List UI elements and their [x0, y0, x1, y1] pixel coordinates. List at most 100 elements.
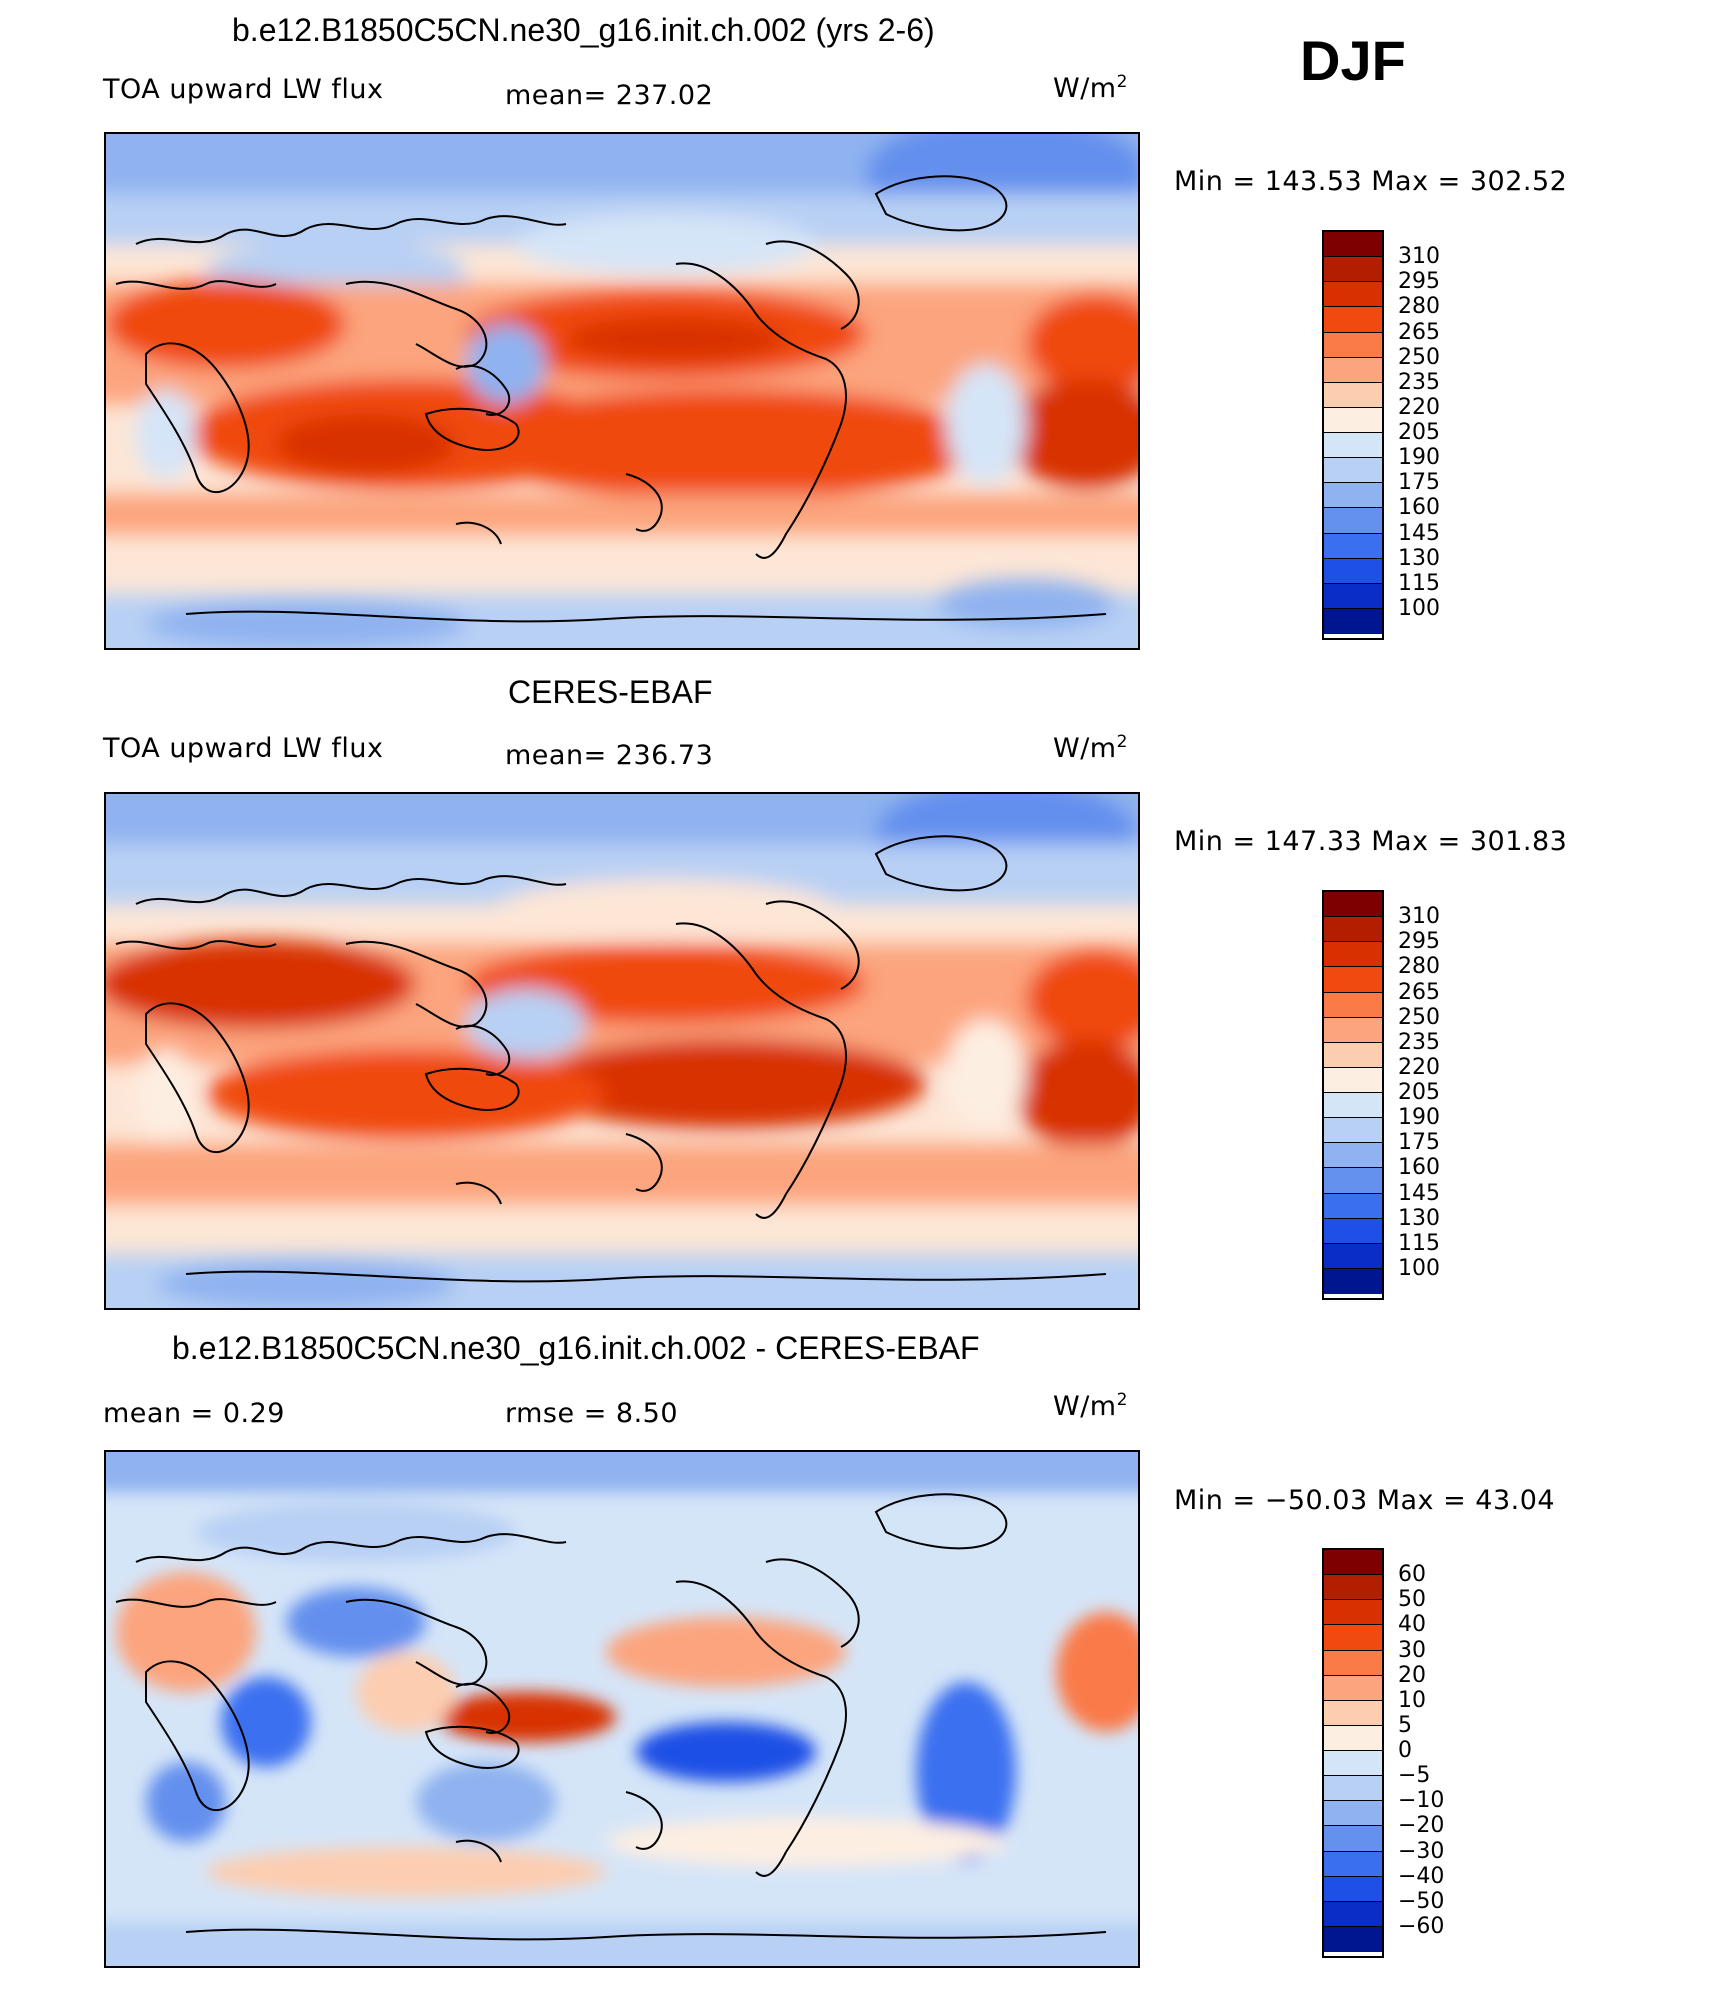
colorbar-tick-label: 5: [1398, 1712, 1412, 1738]
colorbar-tick-label: 100: [1398, 1255, 1440, 1281]
minmax-label: Min = 147.33 Max = 301.83: [1174, 826, 1568, 857]
colorbar-tick-label: 145: [1398, 520, 1440, 546]
colorbar-box: [1324, 1243, 1382, 1269]
colorbar-tick-label: 10: [1398, 1687, 1426, 1713]
colorbar-box: [1324, 892, 1382, 918]
colorbar-box: [1324, 1751, 1382, 1777]
colorbar-tick-label: 115: [1398, 1230, 1440, 1256]
colorbar-box: [1324, 608, 1382, 634]
colorbar-box: [1324, 282, 1382, 308]
colorbar-box: [1324, 407, 1382, 433]
variable-label: TOA upward LW flux: [103, 733, 384, 764]
colorbar-tick-label: 190: [1398, 445, 1440, 471]
colorbar-box: [1324, 1193, 1382, 1219]
colorbar-tick-label: 40: [1398, 1612, 1426, 1638]
colorbar-box: [1324, 1725, 1382, 1751]
colorbar-box: [1324, 992, 1382, 1018]
mean-label: mean= 237.02: [505, 80, 714, 111]
colorbar-box: [1324, 1675, 1382, 1701]
colorbar-box: [1324, 232, 1382, 258]
colorbar-tick-label: −20: [1398, 1813, 1445, 1839]
colorbar-box: [1324, 917, 1382, 943]
colorbar-tick-label: 205: [1398, 420, 1440, 445]
colorbar-tick-label: 130: [1398, 1205, 1440, 1231]
colorbar-tick-label: −30: [1398, 1838, 1445, 1864]
colorbar: [1322, 1548, 1384, 1958]
map-model: [104, 132, 1140, 650]
colorbar-tick-label: 60: [1398, 1562, 1426, 1588]
colorbar-tick-label: 235: [1398, 1029, 1440, 1055]
colorbar-tick-label: −10: [1398, 1788, 1445, 1814]
colorbar-box: [1324, 307, 1382, 333]
colorbar-box: [1324, 1876, 1382, 1902]
colorbar: [1322, 890, 1384, 1300]
colorbar-box: [1324, 1042, 1382, 1068]
colorbar-tick-label: 250: [1398, 1004, 1440, 1030]
colorbar-tick-label: 295: [1398, 929, 1440, 955]
colorbar-box: [1324, 357, 1382, 383]
colorbar-box: [1324, 1801, 1382, 1827]
colorbar-box: [1324, 583, 1382, 609]
colorbar-tick-label: 160: [1398, 1155, 1440, 1181]
colorbar-box: [1324, 558, 1382, 584]
minmax-label: Min = −50.03 Max = 43.04: [1174, 1485, 1556, 1516]
season-label: DJF: [1300, 29, 1406, 92]
mean-label: mean= 236.73: [505, 740, 714, 771]
colorbar-tick-label: 50: [1398, 1587, 1426, 1613]
variable-label: TOA upward LW flux: [103, 74, 384, 105]
colorbar-tick-label: 220: [1398, 394, 1440, 420]
colorbar-tick-label: −50: [1398, 1888, 1445, 1914]
colorbar-tick-label: −40: [1398, 1863, 1445, 1889]
colorbar-box: [1324, 1093, 1382, 1119]
panel-title: b.e12.B1850C5CN.ne30_g16.init.ch.002 - C…: [172, 1330, 980, 1366]
colorbar-box: [1324, 332, 1382, 358]
colorbar-box: [1324, 1118, 1382, 1144]
colorbar-box: [1324, 1700, 1382, 1726]
units-label: W/m2: [1053, 1390, 1128, 1422]
colorbar-tick-label: 295: [1398, 269, 1440, 295]
colorbar-tick-label: 280: [1398, 294, 1440, 320]
colorbar-box: [1324, 458, 1382, 484]
colorbar-box: [1324, 1575, 1382, 1601]
colorbar-box: [1324, 1826, 1382, 1852]
colorbar-tick-label: 310: [1398, 244, 1440, 270]
colorbar-tick-label: 235: [1398, 369, 1440, 395]
colorbar-box: [1324, 1168, 1382, 1194]
colorbar-tick-label: 175: [1398, 1130, 1440, 1156]
colorbar-tick-label: 115: [1398, 570, 1440, 596]
colorbar-tick-label: 0: [1398, 1738, 1412, 1763]
colorbar-tick-label: 310: [1398, 904, 1440, 930]
colorbar-box: [1324, 1776, 1382, 1802]
colorbar-tick-label: 190: [1398, 1105, 1440, 1131]
minmax-label: Min = 143.53 Max = 302.52: [1174, 166, 1568, 197]
colorbar-tick-label: 250: [1398, 344, 1440, 370]
colorbar-box: [1324, 257, 1382, 283]
colorbar-tick-label: 130: [1398, 545, 1440, 571]
colorbar-box: [1324, 1143, 1382, 1169]
colorbar-box: [1324, 1550, 1382, 1576]
colorbar-tick-label: 265: [1398, 979, 1440, 1005]
panel-title: CERES-EBAF: [508, 674, 713, 710]
colorbar-tick-label: 220: [1398, 1054, 1440, 1080]
colorbar-box: [1324, 382, 1382, 408]
colorbar-tick-label: 20: [1398, 1662, 1426, 1688]
map-difference: [104, 1450, 1140, 1968]
colorbar-tick-label: 30: [1398, 1637, 1426, 1663]
colorbar-tick-label: 175: [1398, 470, 1440, 496]
colorbar-tick-label: 145: [1398, 1180, 1440, 1206]
colorbar-tick-label: 100: [1398, 595, 1440, 621]
colorbar-box: [1324, 1851, 1382, 1877]
rmse-label: rmse = 8.50: [505, 1398, 679, 1429]
colorbar-box: [1324, 433, 1382, 459]
units-label: W/m2: [1053, 72, 1128, 104]
units-label: W/m2: [1053, 732, 1128, 764]
colorbar-box: [1324, 533, 1382, 559]
colorbar-box: [1324, 1901, 1382, 1927]
colorbar-tick-label: −60: [1398, 1913, 1445, 1939]
colorbar-box: [1324, 942, 1382, 968]
colorbar-tick-label: 280: [1398, 954, 1440, 980]
colorbar-box: [1324, 1625, 1382, 1651]
colorbar-box: [1324, 967, 1382, 993]
colorbar-box: [1324, 1926, 1382, 1952]
colorbar-box: [1324, 508, 1382, 534]
